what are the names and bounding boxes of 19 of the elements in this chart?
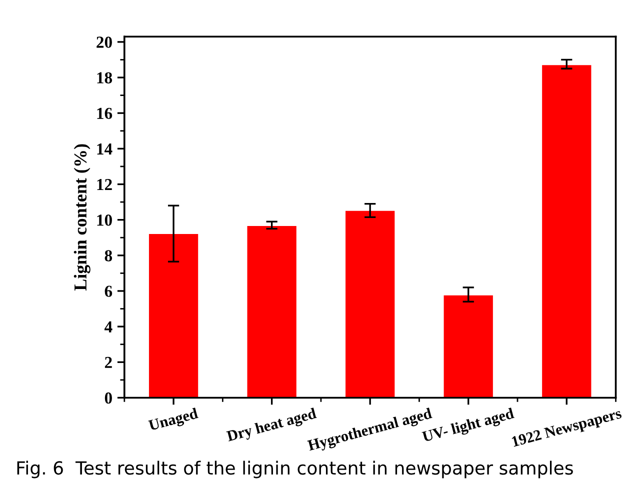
caption: Fig. 6 Test results of the lignin content in newspaper samples [17,460,573,478]
bar [148,234,198,398]
y-tick-label: 2 [104,356,112,368]
bar [346,210,395,398]
y-tick-label: 14 [97,143,112,154]
y-tick-label: 12 [97,178,112,190]
y-tick-label: 4 [104,321,112,332]
y-tick-label: 6 [104,286,112,297]
y-tick-label: 10 [97,214,112,226]
bar [444,295,493,398]
y-tick-label: 8 [104,250,112,262]
y-tick-label: 18 [97,72,112,84]
x-tick-label: Unaged [148,407,200,434]
y-tick-label: 0 [104,392,112,404]
bar [247,226,296,398]
bar [542,65,592,398]
y-axis-title: Lignin content (%) [74,144,90,291]
y-tick-label: 16 [97,108,112,120]
y-tick-label: 20 [96,36,112,48]
